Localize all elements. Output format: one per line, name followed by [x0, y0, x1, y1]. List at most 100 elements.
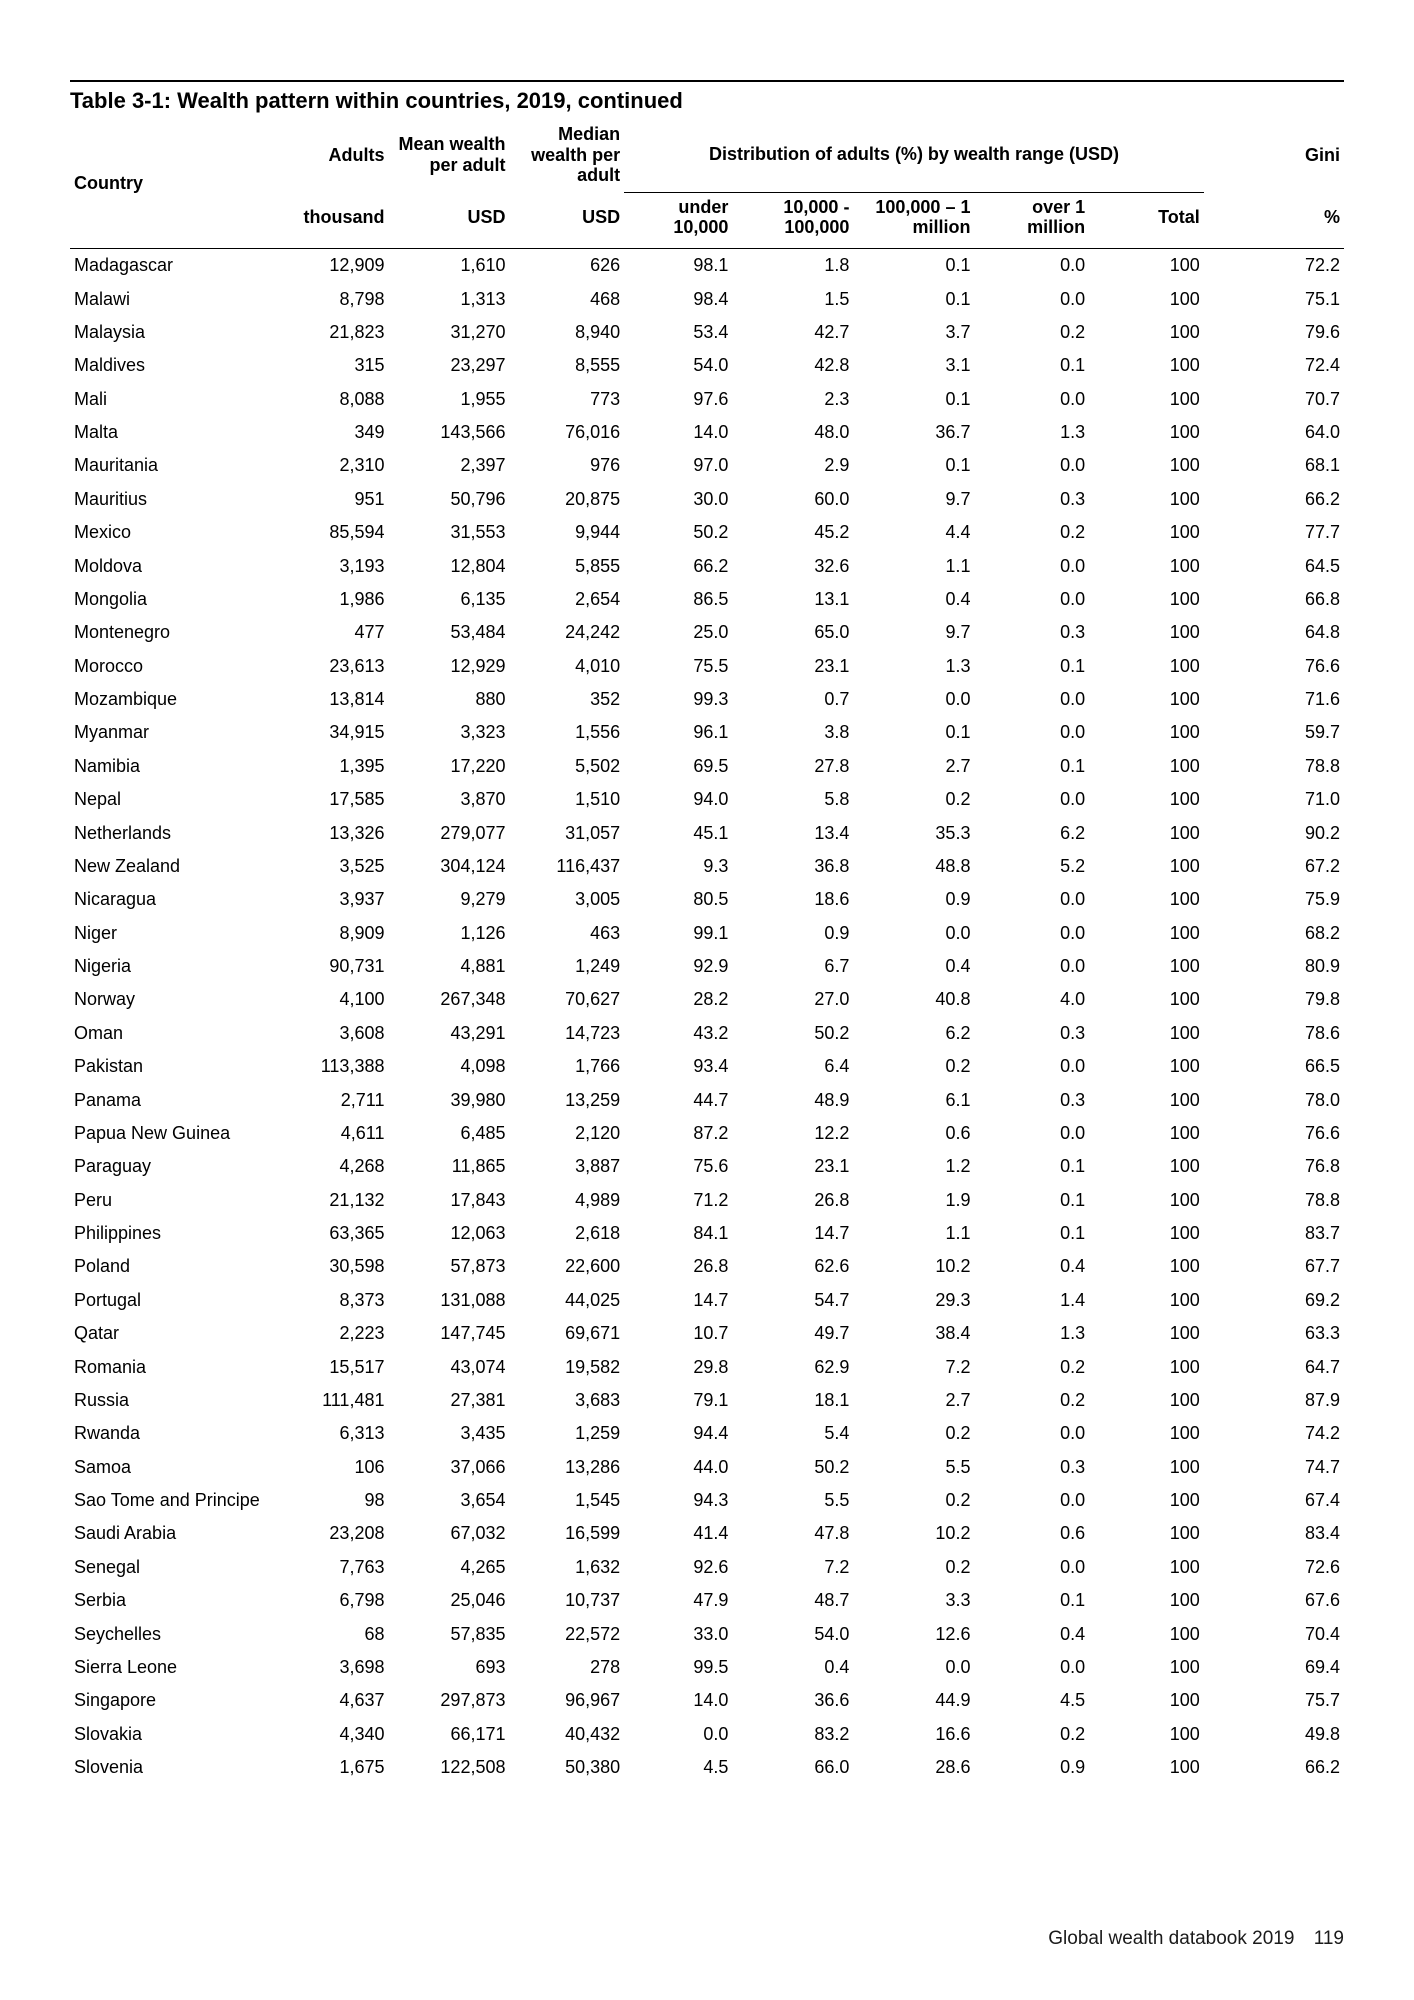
- cell-100k-1m: 1.2: [853, 1150, 974, 1183]
- cell-under10k: 33.0: [624, 1617, 732, 1650]
- table-row: Portugal8,373131,08844,02514.754.729.31.…: [70, 1284, 1344, 1317]
- cell-total: 100: [1089, 1384, 1204, 1417]
- cell-mean: 131,088: [388, 1284, 509, 1317]
- table-row: Nicaragua3,9379,2793,00580.518.60.90.010…: [70, 883, 1344, 916]
- cell-country: Sao Tome and Principe: [70, 1484, 274, 1517]
- cell-over1m: 0.0: [974, 449, 1089, 482]
- cell-country: Oman: [70, 1017, 274, 1050]
- cell-country: Samoa: [70, 1450, 274, 1483]
- cell-under10k: 0.0: [624, 1717, 732, 1750]
- cell-100k-1m: 4.4: [853, 516, 974, 549]
- hdr-usd-median: USD: [510, 192, 625, 248]
- cell-over1m: 0.0: [974, 1117, 1089, 1150]
- cell-10k-100k: 54.0: [732, 1617, 853, 1650]
- cell-total: 100: [1089, 950, 1204, 983]
- cell-adults: 349: [274, 416, 389, 449]
- cell-10k-100k: 1.5: [732, 282, 853, 315]
- cell-adults: 23,208: [274, 1517, 389, 1550]
- cell-over1m: 0.4: [974, 1250, 1089, 1283]
- cell-mean: 17,220: [388, 750, 509, 783]
- cell-100k-1m: 1.3: [853, 649, 974, 682]
- cell-country: Serbia: [70, 1584, 274, 1617]
- cell-total: 100: [1089, 750, 1204, 783]
- cell-adults: 8,373: [274, 1284, 389, 1317]
- cell-gini: 71.0: [1204, 783, 1344, 816]
- cell-over1m: 0.0: [974, 716, 1089, 749]
- cell-over1m: 0.0: [974, 1417, 1089, 1450]
- page: Table 3-1: Wealth pattern within countri…: [0, 0, 1414, 2000]
- cell-10k-100k: 83.2: [732, 1717, 853, 1750]
- cell-country: Mongolia: [70, 583, 274, 616]
- cell-over1m: 0.3: [974, 483, 1089, 516]
- wealth-table: Country Adults Mean wealth per adult Med…: [70, 116, 1344, 1784]
- cell-100k-1m: 7.2: [853, 1350, 974, 1383]
- cell-gini: 66.2: [1204, 483, 1344, 516]
- cell-adults: 23,613: [274, 649, 389, 682]
- table-row: Mozambique13,81488035299.30.70.00.010071…: [70, 683, 1344, 716]
- cell-over1m: 0.9: [974, 1751, 1089, 1784]
- cell-total: 100: [1089, 583, 1204, 616]
- cell-median: 3,005: [510, 883, 625, 916]
- cell-gini: 64.0: [1204, 416, 1344, 449]
- cell-adults: 106: [274, 1450, 389, 1483]
- table-row: Myanmar34,9153,3231,55696.13.80.10.01005…: [70, 716, 1344, 749]
- cell-over1m: 0.0: [974, 549, 1089, 582]
- table-row: Peru21,13217,8434,98971.226.81.90.110078…: [70, 1183, 1344, 1216]
- cell-mean: 12,063: [388, 1217, 509, 1250]
- cell-median: 8,940: [510, 316, 625, 349]
- cell-under10k: 80.5: [624, 883, 732, 916]
- cell-country: Namibia: [70, 750, 274, 783]
- cell-mean: 39,980: [388, 1083, 509, 1116]
- cell-under10k: 47.9: [624, 1584, 732, 1617]
- cell-10k-100k: 5.4: [732, 1417, 853, 1450]
- cell-100k-1m: 3.1: [853, 349, 974, 382]
- cell-adults: 7,763: [274, 1551, 389, 1584]
- cell-100k-1m: 0.1: [853, 248, 974, 282]
- cell-over1m: 0.0: [974, 583, 1089, 616]
- cell-mean: 267,348: [388, 983, 509, 1016]
- cell-gini: 79.8: [1204, 983, 1344, 1016]
- cell-mean: 17,843: [388, 1183, 509, 1216]
- cell-gini: 90.2: [1204, 816, 1344, 849]
- cell-adults: 85,594: [274, 516, 389, 549]
- cell-total: 100: [1089, 1551, 1204, 1584]
- cell-mean: 304,124: [388, 850, 509, 883]
- cell-100k-1m: 0.2: [853, 1417, 974, 1450]
- cell-100k-1m: 1.1: [853, 1217, 974, 1250]
- cell-gini: 67.7: [1204, 1250, 1344, 1283]
- table-row: Senegal7,7634,2651,63292.67.20.20.010072…: [70, 1551, 1344, 1584]
- cell-total: 100: [1089, 1150, 1204, 1183]
- cell-median: 76,016: [510, 416, 625, 449]
- hdr-median: Median wealth per adult: [510, 116, 625, 192]
- hdr-distribution: Distribution of adults (%) by wealth ran…: [624, 116, 1204, 192]
- cell-under10k: 69.5: [624, 750, 732, 783]
- cell-gini: 76.8: [1204, 1150, 1344, 1183]
- cell-median: 19,582: [510, 1350, 625, 1383]
- cell-gini: 78.0: [1204, 1083, 1344, 1116]
- cell-10k-100k: 13.1: [732, 583, 853, 616]
- cell-median: 3,887: [510, 1150, 625, 1183]
- cell-adults: 1,395: [274, 750, 389, 783]
- cell-median: 1,249: [510, 950, 625, 983]
- cell-gini: 68.2: [1204, 916, 1344, 949]
- cell-under10k: 92.6: [624, 1551, 732, 1584]
- cell-10k-100k: 62.9: [732, 1350, 853, 1383]
- cell-country: Montenegro: [70, 616, 274, 649]
- cell-100k-1m: 5.5: [853, 1450, 974, 1483]
- cell-total: 100: [1089, 983, 1204, 1016]
- cell-under10k: 43.2: [624, 1017, 732, 1050]
- cell-100k-1m: 35.3: [853, 816, 974, 849]
- cell-country: Peru: [70, 1183, 274, 1216]
- cell-gini: 59.7: [1204, 716, 1344, 749]
- cell-median: 20,875: [510, 483, 625, 516]
- cell-gini: 69.2: [1204, 1284, 1344, 1317]
- hdr-gini: Gini: [1204, 116, 1344, 192]
- hdr-percent: %: [1204, 192, 1344, 248]
- cell-100k-1m: 0.0: [853, 916, 974, 949]
- cell-total: 100: [1089, 449, 1204, 482]
- cell-100k-1m: 1.9: [853, 1183, 974, 1216]
- cell-over1m: 0.1: [974, 750, 1089, 783]
- table-row: Pakistan113,3884,0981,76693.46.40.20.010…: [70, 1050, 1344, 1083]
- cell-adults: 3,937: [274, 883, 389, 916]
- cell-gini: 64.8: [1204, 616, 1344, 649]
